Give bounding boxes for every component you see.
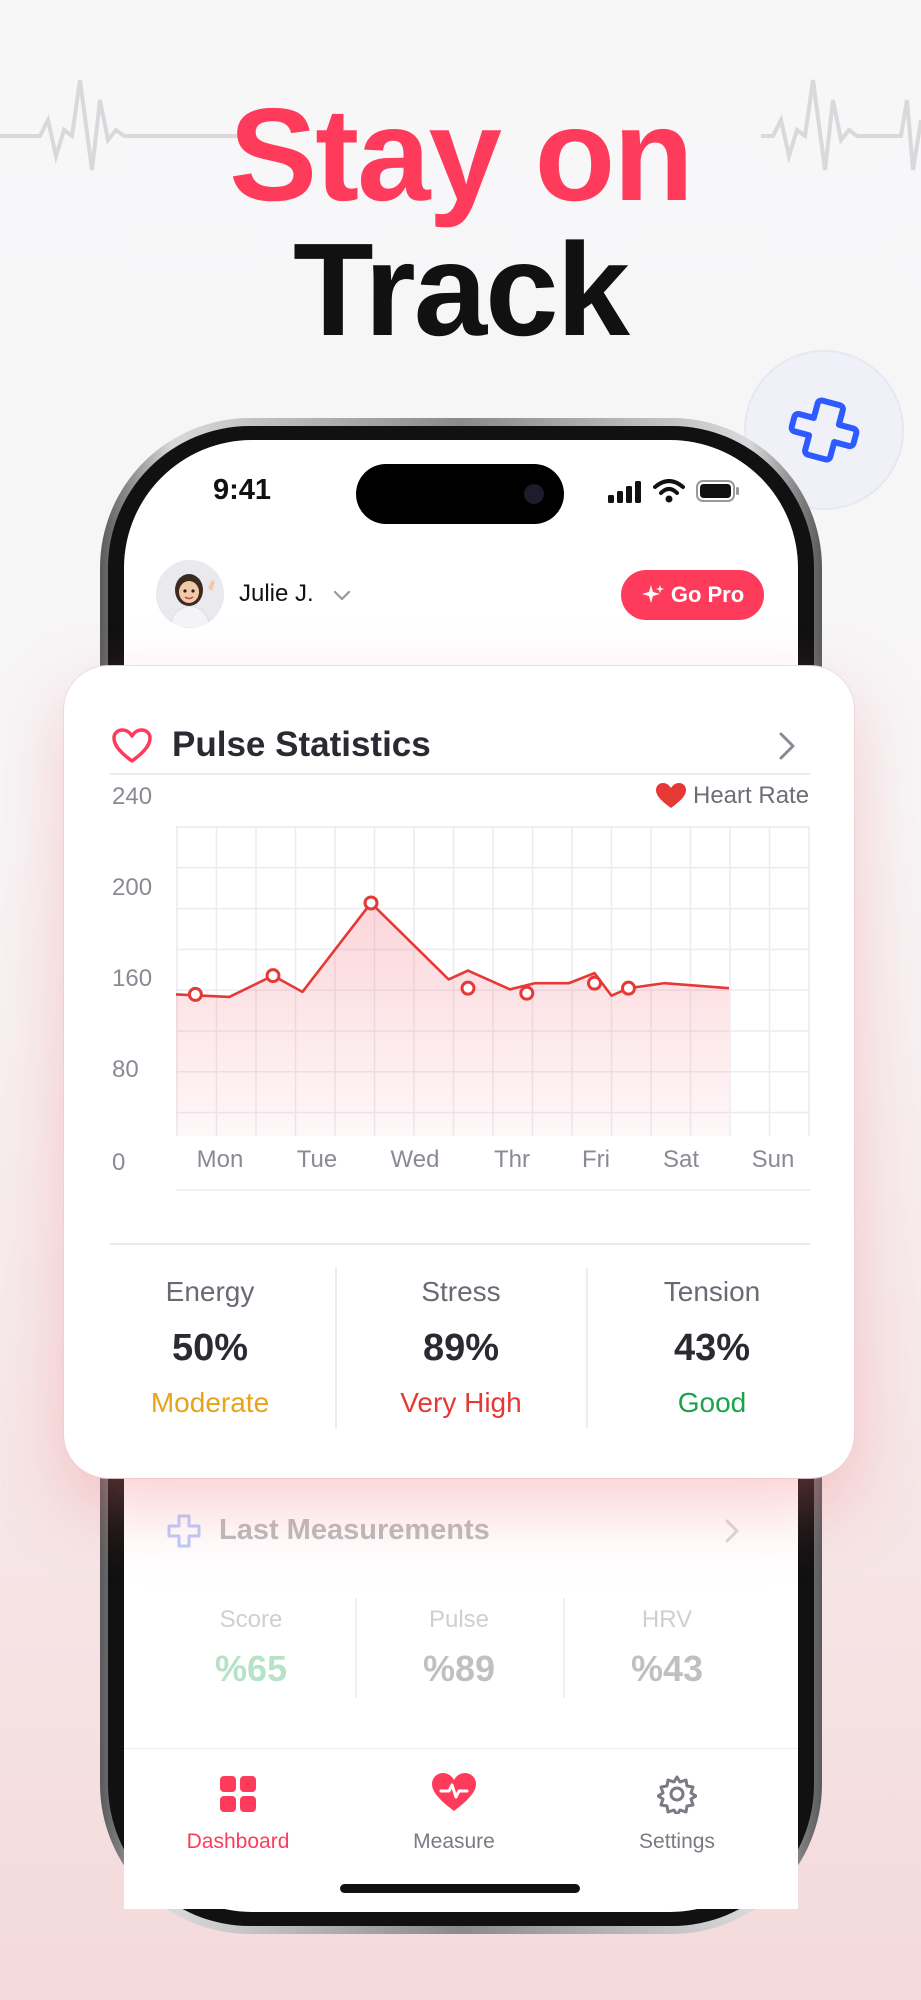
x-tick-label: Fri bbox=[582, 1146, 610, 1173]
ecg-decoration-left bbox=[0, 79, 240, 171]
energy-value: 50% bbox=[171, 1327, 249, 1369]
hrv-value: %43 bbox=[630, 1648, 704, 1689]
heart-pulse-icon bbox=[432, 1773, 476, 1811]
y-tick-label: 240 bbox=[112, 783, 153, 810]
avatar-memoji-icon bbox=[156, 560, 224, 628]
divider bbox=[355, 1598, 357, 1698]
x-tick-label: Sun bbox=[751, 1146, 795, 1173]
y-tick-label: 80 bbox=[112, 1056, 139, 1083]
pulse-statistics-title: Pulse Statistics bbox=[172, 725, 431, 764]
ecg-decoration-right bbox=[761, 79, 921, 171]
y-tick-label: 160 bbox=[112, 965, 153, 992]
data-point-marker bbox=[460, 980, 476, 996]
tension-label: Tension bbox=[663, 1276, 761, 1307]
chart-area-fill bbox=[176, 902, 729, 1136]
avatar[interactable] bbox=[156, 560, 224, 628]
tab-settings-label: Settings bbox=[639, 1830, 715, 1853]
tension-status: Good bbox=[677, 1387, 747, 1418]
y-tick-label: 200 bbox=[112, 874, 153, 901]
camera-dot bbox=[524, 484, 544, 504]
stats-divider bbox=[110, 1243, 810, 1245]
chevron-down-icon[interactable] bbox=[333, 590, 351, 602]
stress-status: Very High bbox=[400, 1387, 522, 1418]
x-tick-label: Thr bbox=[494, 1146, 530, 1173]
tab-dashboard-label: Dashboard bbox=[186, 1830, 290, 1853]
energy-label: Energy bbox=[165, 1276, 255, 1307]
score-label: Score bbox=[219, 1606, 283, 1633]
sparkle-icon bbox=[641, 585, 664, 603]
heart-outline-icon bbox=[112, 728, 152, 763]
data-point-marker bbox=[265, 968, 281, 984]
pulse-value: %89 bbox=[422, 1648, 496, 1689]
tab-measure-label: Measure bbox=[413, 1830, 495, 1853]
medical-plus-outline-icon bbox=[167, 1514, 201, 1548]
pulse-chart bbox=[176, 826, 810, 1191]
chevron-right-icon[interactable] bbox=[778, 731, 796, 761]
headline-line-2: Track bbox=[293, 216, 630, 363]
data-point-marker bbox=[519, 985, 535, 1001]
gear-icon bbox=[657, 1775, 697, 1814]
wifi-icon bbox=[653, 479, 685, 503]
hrv-label: HRV bbox=[641, 1606, 693, 1633]
status-time: 9:41 bbox=[213, 474, 272, 506]
medical-plus-badge bbox=[746, 352, 902, 508]
x-tick-label: Mon bbox=[196, 1146, 244, 1173]
divider bbox=[563, 1598, 565, 1698]
headline-line-1: Stay on bbox=[229, 81, 694, 228]
home-indicator[interactable] bbox=[340, 1884, 580, 1893]
energy-status: Moderate bbox=[150, 1387, 270, 1418]
stress-label: Stress bbox=[421, 1276, 501, 1307]
y-tick-label: 0 bbox=[112, 1149, 126, 1176]
go-pro-button[interactable]: Go Pro bbox=[621, 570, 764, 620]
chevron-right-icon[interactable] bbox=[724, 1518, 740, 1544]
tension-value: 43% bbox=[673, 1327, 751, 1369]
last-measurements-title: Last Measurements bbox=[219, 1514, 490, 1546]
grid-icon bbox=[220, 1776, 256, 1812]
card-divider bbox=[110, 773, 810, 775]
pulse-label: Pulse bbox=[428, 1606, 490, 1633]
data-point-marker bbox=[587, 975, 602, 991]
data-point-marker bbox=[187, 986, 203, 1002]
data-point-marker bbox=[363, 895, 379, 911]
battery-icon bbox=[696, 480, 739, 502]
go-pro-label: Go Pro bbox=[670, 582, 745, 607]
score-value: %65 bbox=[214, 1648, 288, 1689]
user-name[interactable]: Julie J. bbox=[239, 580, 314, 607]
medical-plus-icon bbox=[788, 397, 860, 463]
x-tick-label: Sat bbox=[662, 1146, 700, 1173]
legend-label: Heart Rate bbox=[693, 782, 810, 809]
stat-separator bbox=[586, 1268, 588, 1428]
legend-heart-icon bbox=[656, 783, 686, 808]
data-point-marker bbox=[621, 980, 636, 996]
x-tick-label: Wed bbox=[390, 1146, 440, 1173]
stat-separator bbox=[335, 1268, 337, 1428]
signal-icon bbox=[608, 481, 641, 503]
stress-value: 89% bbox=[422, 1327, 500, 1369]
x-tick-label: Tue bbox=[296, 1146, 338, 1173]
